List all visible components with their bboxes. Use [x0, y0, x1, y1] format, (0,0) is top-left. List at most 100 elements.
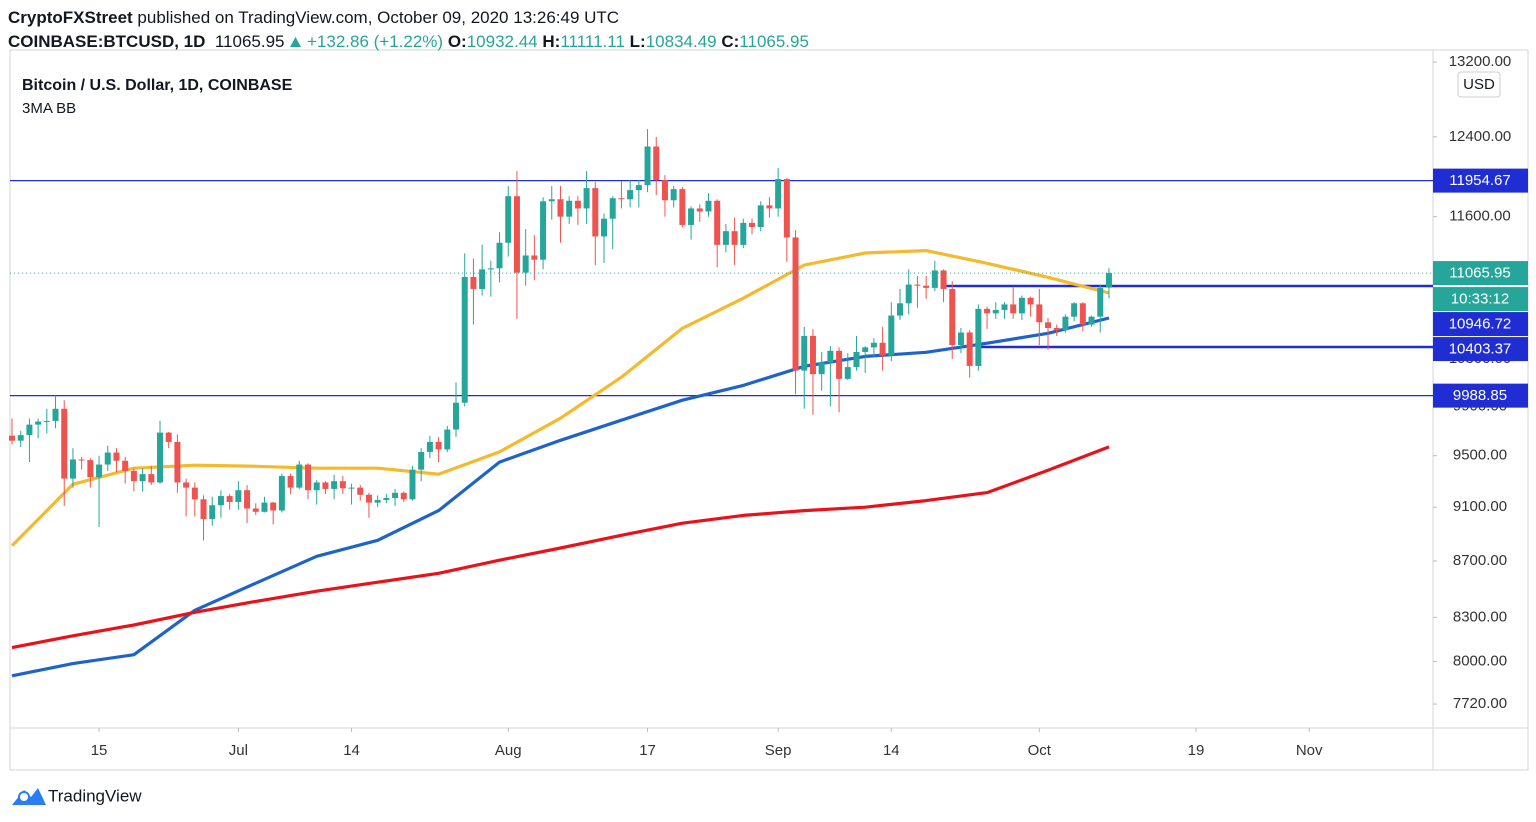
candle-body: [313, 482, 320, 491]
candle-body: [505, 196, 512, 243]
candle-body: [200, 499, 207, 520]
candle-body: [26, 424, 33, 436]
candle-body: [949, 288, 956, 346]
countdown-label-box: [1433, 287, 1528, 312]
chart-subtitle: 3MA BB: [22, 100, 76, 117]
candle-body: [1045, 322, 1052, 328]
candle-body: [165, 432, 172, 442]
candle-body: [975, 308, 982, 366]
candle-body: [1105, 273, 1112, 288]
candle-body: [775, 179, 782, 209]
candle-body: [244, 490, 251, 509]
currency-box: [1457, 71, 1501, 98]
candle-body: [688, 208, 695, 225]
candle-body: [670, 189, 677, 201]
candle-body: [714, 200, 721, 245]
candle-body: [609, 198, 616, 219]
candle-body: [331, 481, 338, 489]
candle-body: [914, 284, 921, 286]
candle-body: [897, 303, 904, 316]
low-value: 10834.49: [645, 32, 717, 51]
y-tick-label: 8000.00: [1453, 652, 1507, 669]
candle-body: [627, 190, 634, 200]
change: +132.86 (+1.22%): [306, 32, 444, 51]
candle-body: [1088, 316, 1095, 325]
candle-body: [992, 309, 999, 314]
candle-body: [444, 429, 451, 450]
candle-body: [139, 474, 146, 482]
candle-body: [984, 308, 991, 314]
candle-body: [113, 452, 120, 461]
candle-body: [296, 464, 303, 488]
candle-body: [836, 350, 843, 379]
candle-body: [1079, 303, 1086, 325]
level-label: 10946.72: [1449, 316, 1512, 333]
candle-body: [392, 492, 399, 499]
candle-body: [61, 408, 68, 479]
candle-body: [513, 196, 520, 273]
candle-body: [426, 441, 433, 452]
candle-body: [1036, 304, 1043, 323]
candle-body: [548, 199, 555, 202]
candle-body: [1053, 327, 1060, 331]
candle-body: [705, 200, 712, 212]
candle-body: [809, 335, 816, 375]
ohlc-label: L:: [629, 32, 646, 51]
header-line: COINBASE:BTCUSD, 1D 11065.95 +132.86 (+1…: [8, 30, 809, 54]
candle-body: [148, 474, 155, 483]
candle-body: [592, 188, 599, 237]
candle-body: [966, 332, 973, 366]
candle-body: [957, 332, 964, 346]
last-price: 11065.95: [214, 32, 285, 51]
candle-body: [453, 402, 460, 430]
candle-body: [470, 276, 477, 289]
candle-body: [827, 350, 834, 363]
candle-body: [792, 237, 799, 371]
candle-body: [1010, 304, 1017, 314]
tradingview-logo: [12, 788, 46, 805]
high-value: 11111.11: [560, 32, 625, 51]
candle-body: [531, 255, 538, 260]
candle-body: [235, 490, 242, 502]
candle-body: [635, 185, 642, 191]
candle-body: [305, 464, 312, 491]
candle-body: [209, 505, 216, 520]
x-tick-label: Jul: [229, 742, 248, 759]
candle-body: [749, 222, 756, 228]
y-tick-label: 13200.00: [1449, 53, 1512, 70]
ohlc-label: C:: [721, 32, 740, 51]
candle-body: [339, 481, 346, 489]
candle-body: [540, 201, 547, 260]
candle-body: [722, 231, 729, 245]
candle-body: [853, 351, 860, 368]
candle-body: [226, 496, 233, 502]
candle-body: [870, 342, 877, 348]
candle-body: [217, 496, 224, 506]
chart-frame: [9, 49, 1529, 771]
currency: USD: [1463, 76, 1495, 93]
candle-body: [740, 222, 747, 245]
candle-body: [844, 367, 851, 379]
ohlc-label: H:: [542, 32, 561, 51]
candle-body: [496, 242, 503, 269]
moving-average: [11, 445, 1110, 650]
candle-body: [644, 146, 651, 186]
candle-body: [104, 452, 111, 465]
candle-body: [69, 459, 76, 479]
candle-body: [78, 459, 85, 461]
candle-body: [270, 502, 277, 511]
candle-body: [418, 451, 425, 470]
price-label-box: [1433, 261, 1528, 286]
candle-body: [783, 179, 790, 238]
ohlc-label: O:: [447, 32, 467, 51]
candle-body: [618, 198, 625, 200]
candle-body: [383, 498, 390, 500]
candle-body: [87, 460, 94, 478]
y-tick-label: 9100.00: [1453, 498, 1507, 515]
candle-body: [183, 482, 190, 488]
candle-body: [1018, 297, 1025, 314]
candle-body: [522, 255, 529, 273]
candle-body: [1001, 304, 1008, 310]
candle-body: [461, 276, 468, 403]
